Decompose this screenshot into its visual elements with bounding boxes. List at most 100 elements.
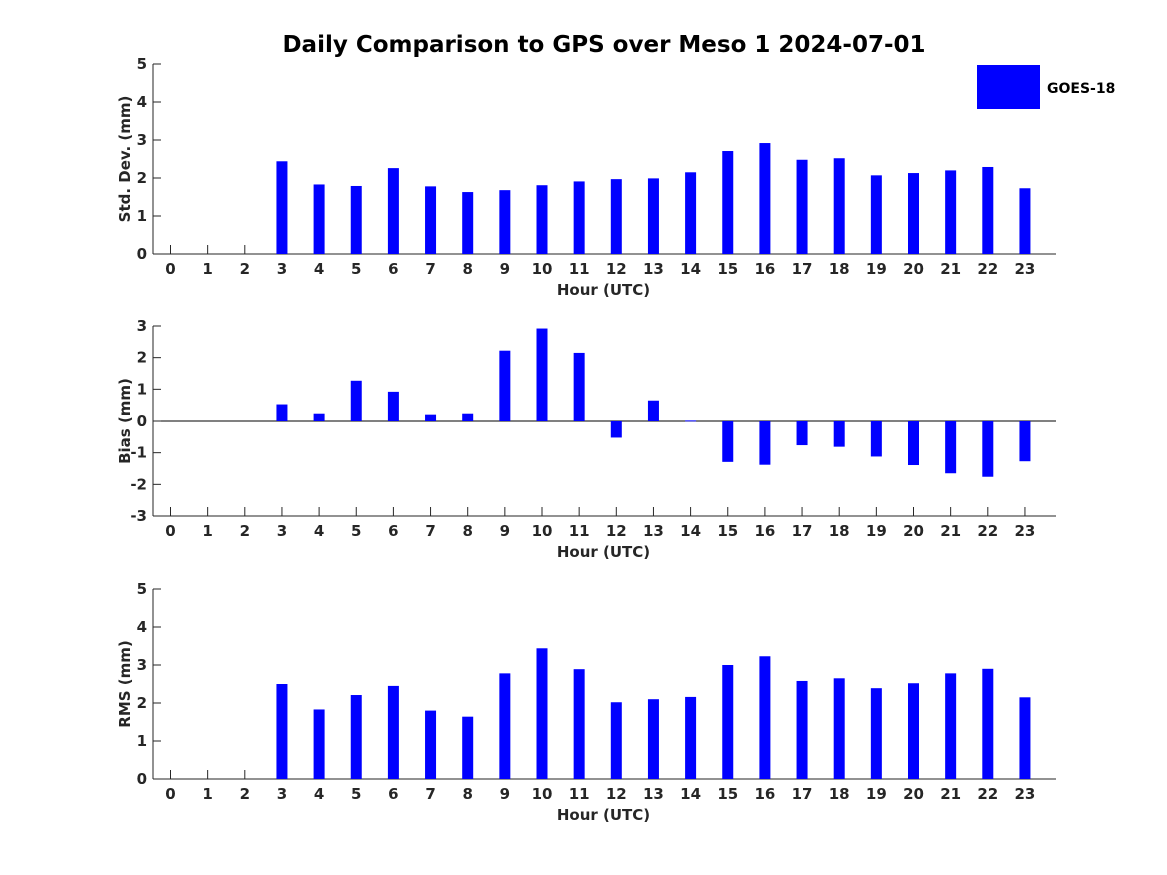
bar-hour-13 — [647, 400, 659, 421]
x-tick-label: 1 — [202, 522, 212, 540]
x-tick-label: 15 — [717, 522, 738, 540]
x-tick-label: 13 — [643, 785, 664, 803]
legend: GOES-18 — [977, 65, 1115, 109]
bar-hour-4 — [313, 413, 325, 421]
x-tick-label: 2 — [240, 260, 250, 278]
x-tick-label: 12 — [606, 522, 627, 540]
bar-hour-11 — [573, 181, 585, 254]
x-tick-label: 1 — [202, 785, 212, 803]
x-tick-label: 6 — [388, 785, 398, 803]
bar-hour-17 — [796, 421, 808, 446]
bar-hour-19 — [870, 421, 882, 457]
bar-hour-23 — [1019, 188, 1031, 254]
x-tick-label: 19 — [866, 260, 887, 278]
x-tick-label: 15 — [717, 785, 738, 803]
x-tick-label: 6 — [388, 260, 398, 278]
bar-hour-7 — [425, 414, 437, 421]
bar-hour-7 — [425, 710, 437, 779]
y-tick-label: 1 — [137, 732, 147, 750]
y-tick-label: 0 — [137, 245, 147, 263]
x-axis-label: Hour (UTC) — [557, 806, 650, 824]
x-tick-label: 19 — [866, 522, 887, 540]
bar-hour-6 — [387, 391, 399, 421]
x-tick-label: 4 — [314, 785, 324, 803]
bar-hour-20 — [908, 683, 919, 779]
x-tick-label: 18 — [829, 522, 850, 540]
bar-hour-6 — [387, 685, 399, 779]
x-tick-label: 22 — [977, 522, 998, 540]
y-tick-label: 1 — [137, 380, 147, 398]
y-tick-label: 5 — [137, 55, 147, 73]
bar-hour-3 — [276, 404, 288, 421]
bar-hour-11 — [573, 669, 585, 779]
y-tick-label: 1 — [137, 207, 147, 225]
bar-hour-21 — [945, 421, 957, 474]
bar-hour-13 — [647, 699, 659, 779]
bar-hour-4 — [313, 184, 325, 254]
y-tick-label: 4 — [137, 93, 147, 111]
bar-hour-16 — [759, 656, 771, 779]
x-tick-label: 11 — [569, 260, 590, 278]
x-tick-label: 17 — [792, 522, 813, 540]
x-tick-label: 0 — [165, 522, 175, 540]
x-tick-label: 0 — [165, 260, 175, 278]
y-tick-label: 0 — [137, 770, 147, 788]
x-tick-label: 18 — [829, 785, 850, 803]
x-tick-label: 14 — [680, 785, 701, 803]
x-tick-label: 22 — [977, 260, 998, 278]
x-tick-label: 17 — [792, 260, 813, 278]
y-tick-label: -1 — [130, 444, 147, 462]
bar-hour-21 — [945, 170, 957, 254]
bar-hour-19 — [870, 175, 882, 254]
bar-hour-5 — [350, 185, 362, 254]
bar-hour-14 — [685, 420, 697, 422]
x-tick-label: 19 — [866, 785, 887, 803]
x-tick-label: 2 — [240, 785, 250, 803]
x-tick-label: 18 — [829, 260, 850, 278]
bar-hour-10 — [536, 185, 548, 254]
x-tick-label: 3 — [277, 260, 287, 278]
y-tick-label: 4 — [137, 618, 147, 636]
bar-hour-12 — [610, 702, 622, 779]
x-tick-label: 9 — [500, 522, 510, 540]
bar-hour-22 — [982, 166, 994, 254]
x-tick-label: 6 — [388, 522, 398, 540]
legend-swatch — [977, 65, 1040, 109]
x-tick-label: 17 — [792, 785, 813, 803]
bar-hour-3 — [276, 161, 288, 254]
bar-hour-14 — [685, 696, 697, 779]
x-tick-label: 13 — [643, 260, 664, 278]
bar-hour-11 — [573, 352, 585, 421]
bar-hour-13 — [647, 178, 659, 254]
bar-hour-8 — [462, 192, 474, 254]
x-tick-label: 1 — [202, 260, 212, 278]
chart-title: Daily Comparison to GPS over Meso 1 2024… — [282, 32, 925, 58]
y-tick-label: 2 — [137, 349, 147, 367]
x-tick-label: 10 — [532, 522, 553, 540]
x-tick-label: 10 — [532, 260, 553, 278]
x-tick-label: 0 — [165, 785, 175, 803]
x-tick-label: 3 — [277, 522, 287, 540]
y-axis-label: RMS (mm) — [116, 640, 134, 727]
bar-hour-15 — [722, 421, 734, 462]
x-tick-label: 21 — [940, 260, 961, 278]
bar-hour-14 — [685, 172, 697, 254]
bar-hour-16 — [759, 143, 771, 254]
bar-hour-18 — [833, 158, 845, 254]
x-tick-label: 3 — [277, 785, 287, 803]
x-tick-label: 8 — [462, 260, 472, 278]
bar-hour-4 — [313, 709, 325, 779]
x-tick-label: 8 — [462, 522, 472, 540]
bar-hour-18 — [833, 678, 845, 779]
x-tick-label: 14 — [680, 522, 701, 540]
x-tick-label: 22 — [977, 785, 998, 803]
y-tick-label: -3 — [130, 507, 147, 525]
bar-hour-3 — [276, 684, 288, 779]
bar-hour-23 — [1019, 421, 1031, 462]
x-tick-label: 23 — [1015, 785, 1036, 803]
y-tick-label: 3 — [137, 656, 147, 674]
x-tick-label: 5 — [351, 522, 361, 540]
x-tick-label: 8 — [462, 785, 472, 803]
bar-hour-20 — [908, 173, 919, 254]
